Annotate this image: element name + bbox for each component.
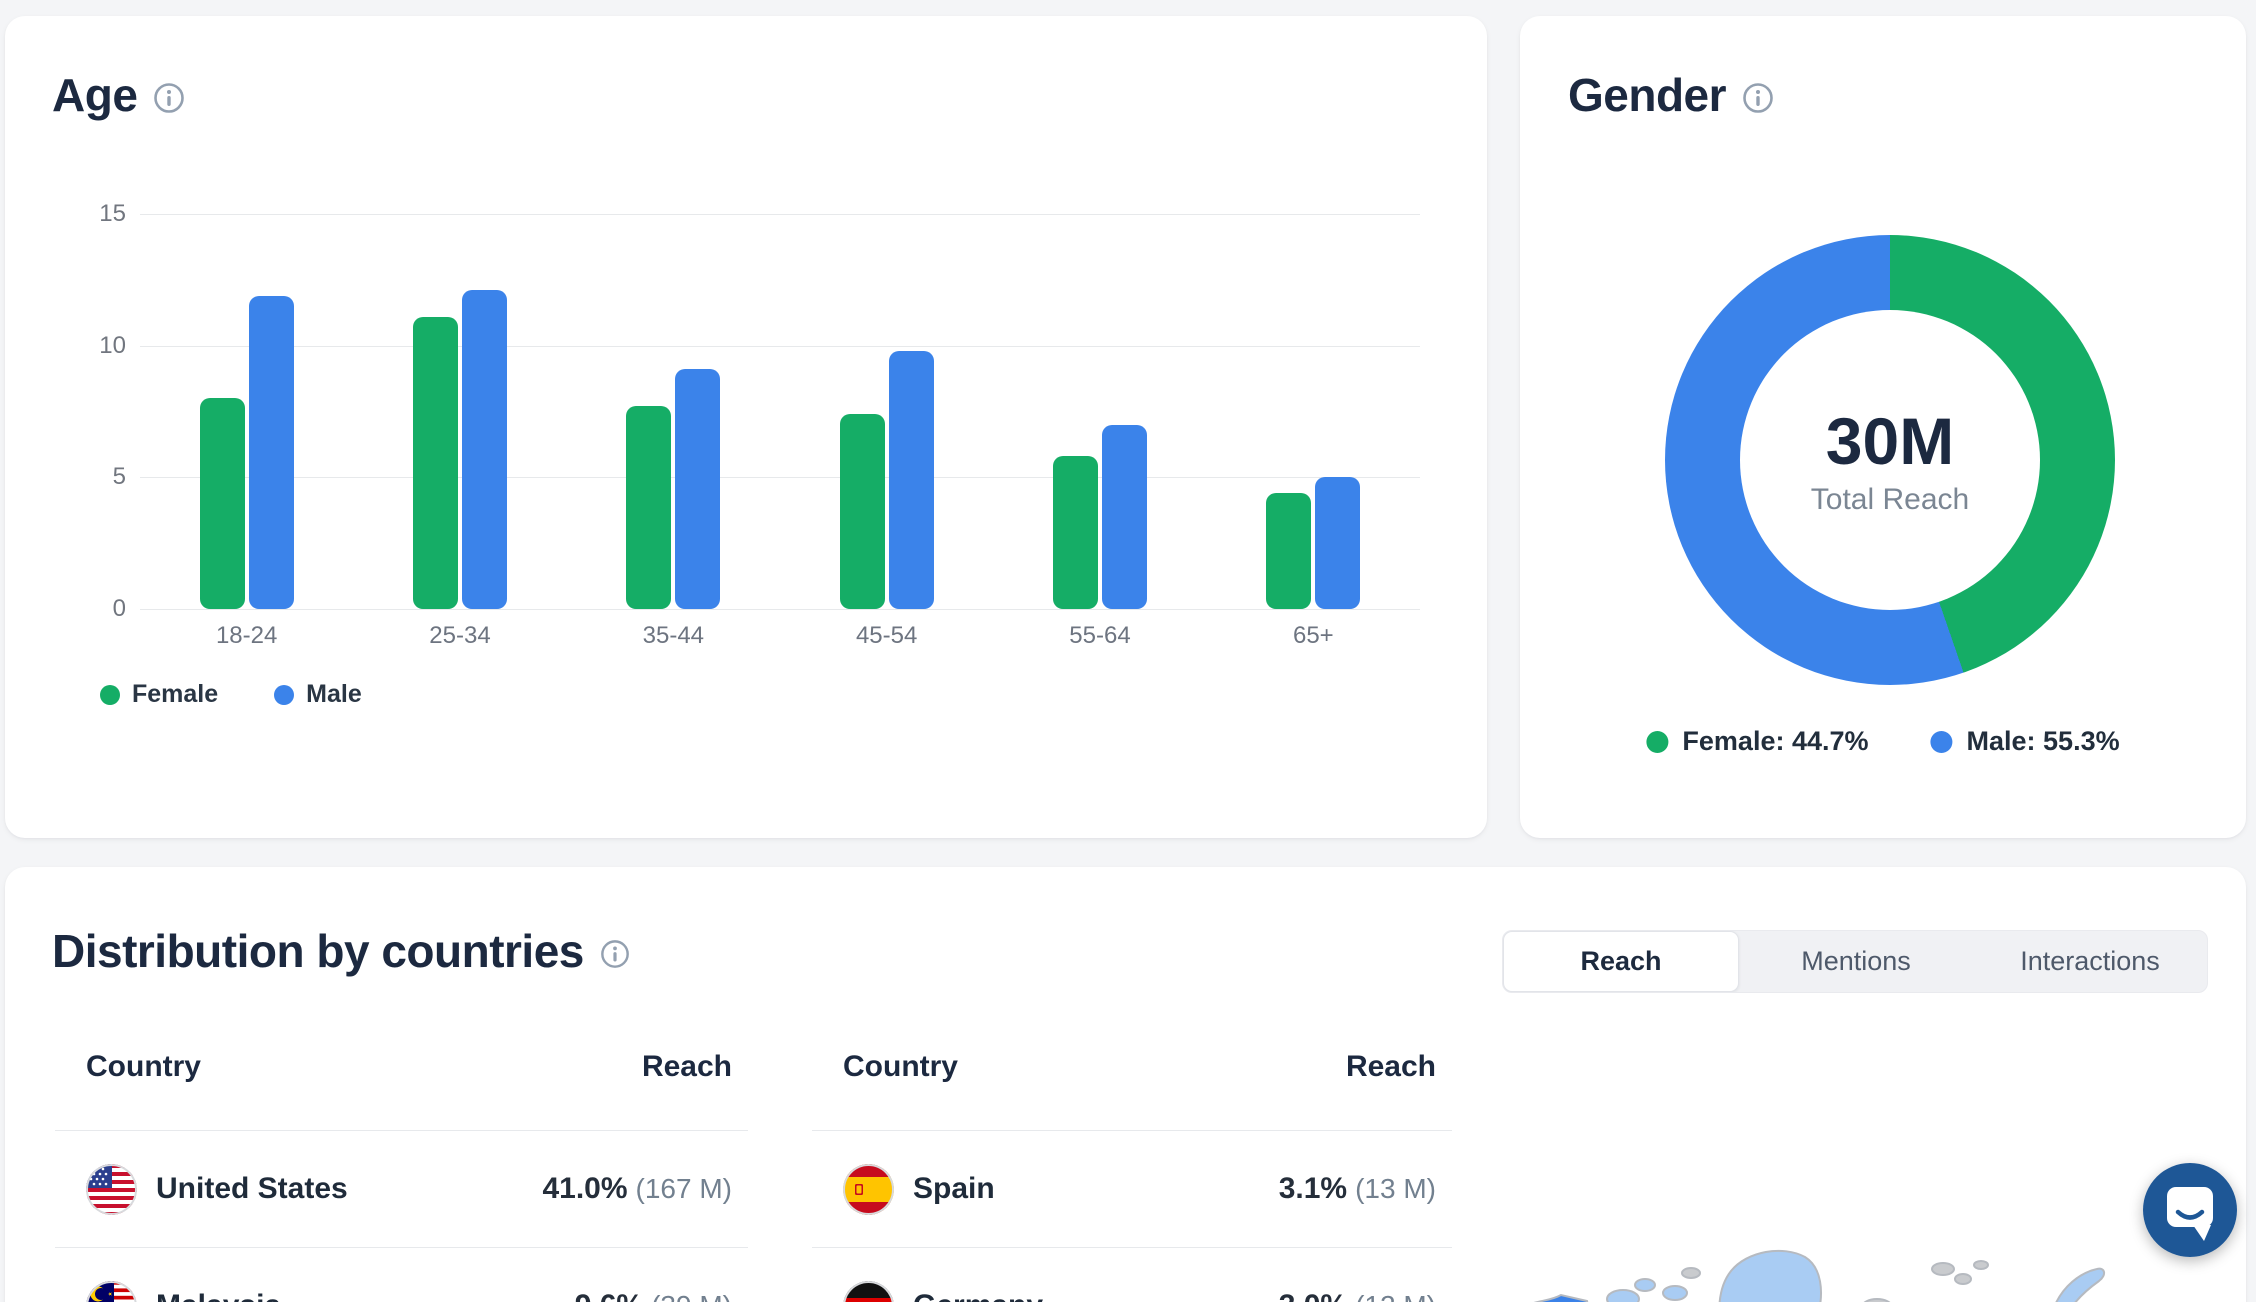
xlabel-55-64: 55-64 [1069,622,1131,649]
ytick-10: 10 [99,331,126,359]
xlabel-25-34: 25-34 [429,622,491,649]
legend-item-male-pct: Male: 55.3% [1930,726,2120,757]
gender-donut-chart: 30M Total Reach [1665,235,2115,685]
country-name: Germany [913,1289,1279,1302]
reach-value: 9.6%(39 M) [575,1289,732,1302]
xlabel-45-54: 45-54 [855,622,918,649]
age-title: Age [52,69,138,121]
bar-female-35-44 [626,406,672,609]
female-pct-label: Female: 44.7% [1682,726,1869,756]
female-legend-label: Female [132,680,219,708]
male-legend-dot [1930,730,1953,753]
total-reach-label: Total Reach [1810,483,1970,516]
gender-chart-legend: Female: 44.7% Male: 55.3% [1646,726,2120,757]
gender-card: Gender 30M Total Reach Female: 44.7% Mal… [1520,16,2246,838]
metric-tabs: Reach Mentions Interactions [1502,930,2208,993]
divider [55,1247,748,1248]
total-reach-value: 30M [1825,404,1955,478]
bar-male-45-54 [888,350,934,609]
table-row: United States 41.0% (167 M) [55,1131,748,1247]
tab-mentions[interactable]: Mentions [1801,946,1911,976]
age-card: Age 15 10 5 0 18-24 25-34 35-44 45-54 55-64 65+ F… [5,16,1487,838]
bar-male-55-64 [1102,424,1147,609]
legend-item-female: Female [100,680,218,709]
age-bar-chart: 15 10 5 0 18-24 25-34 35-44 45-54 55-64 65+ [99,200,1420,649]
info-icon[interactable] [1742,82,1774,114]
ytick-5: 5 [112,463,126,491]
table-header: Country Reach [55,1042,748,1130]
us-flag-icon [86,1163,137,1215]
reach-absolute: (12 M) [1355,1290,1436,1302]
female-legend-dot [100,684,120,705]
ytick-0: 0 [112,595,126,622]
xlabel-18-24: 18-24 [215,622,278,649]
bar-female-55-64 [1053,456,1098,609]
gridline-10 [140,345,1420,347]
gridline-5 [140,477,1420,479]
world-map [1495,1227,2246,1302]
map-region-greenland [1718,1249,1822,1302]
intercom-chat-button[interactable] [2143,1163,2237,1257]
female-legend-dot [1646,730,1669,753]
country-name: Malaysia [156,1289,575,1302]
bar-male-18-24 [248,295,294,609]
countries-distribution-card: Distribution by countries Reach Mentions… [5,867,2246,1302]
legend-item-female-pct: Female: 44.7% [1646,726,1869,757]
reach-header: Reach [641,1050,732,1083]
table-header: Country Reach [812,1042,1452,1130]
country-name: Spain [913,1172,995,1205]
bar-female-25-34 [413,316,458,609]
tab-reach[interactable]: Reach [1503,931,1739,992]
divider [812,1130,1452,1131]
reach-value: 41.0% (167 M) [542,1172,732,1205]
table-row: Germany 3.0%(12 M) [812,1248,1452,1302]
male-legend-dot [274,684,295,705]
reach-header: Reach [1345,1050,1436,1083]
male-pct-label: Male: 55.3% [1966,726,2120,756]
germany-flag-icon [843,1280,894,1302]
legend-item-male: Male [274,680,362,709]
spain-flag-icon [843,1163,894,1215]
country-name: United States [156,1172,348,1205]
bar-male-35-44 [675,369,721,609]
countries-title: Distribution by countries [52,925,584,977]
table-row: Malaysia 9.6%(39 M) [55,1248,748,1302]
country-header: Country [86,1050,201,1083]
bar-female-18-24 [199,398,245,609]
reach-value: 3.1% (13 M) [1278,1172,1436,1205]
reach-absolute: (13 M) [1355,1173,1436,1204]
info-icon[interactable] [600,939,630,969]
gender-title: Gender [1568,69,1727,121]
gridline-15 [140,214,1420,215]
divider [812,1247,1452,1248]
bar-male-65+ [1315,477,1361,609]
info-icon[interactable] [153,82,185,114]
country-header: Country [843,1050,958,1083]
ytick-15: 15 [99,200,126,227]
xlabel-35-44: 35-44 [642,622,705,649]
bar-male-25-34 [462,290,507,609]
bar-female-45-54 [839,414,885,609]
tab-interactions[interactable]: Interactions [2020,946,2160,976]
map-region-alaska [1533,1293,1589,1302]
xlabel-65+: 65+ [1292,622,1334,649]
reach-absolute: (167 M) [635,1173,732,1204]
reach-value: 3.0%(12 M) [1279,1289,1436,1302]
reach-absolute: (39 M) [651,1290,732,1302]
bar-female-65+ [1266,493,1312,609]
gridline-0 [140,609,1420,610]
malaysia-flag-icon [86,1280,137,1302]
countries-table-left: Country Reach United States 41.0% (167 M) [55,1042,748,1302]
male-legend-label: Male [306,680,362,708]
countries-table-right: Country Reach Spain 3.1% (13 [812,1042,1452,1302]
donut-center: 30M Total Reach [1740,310,2040,610]
age-chart-legend: Female Male [100,680,362,709]
table-row: Spain 3.1% (13 M) [812,1131,1452,1247]
divider [55,1130,748,1131]
